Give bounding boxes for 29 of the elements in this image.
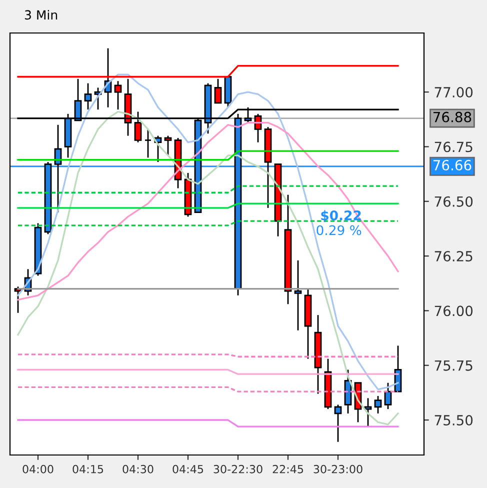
candlestick — [84, 82, 92, 110]
y-tick-label: 77.00 — [434, 87, 473, 98]
annotation: 0.29 % — [316, 225, 362, 236]
y-tick-label: 76.75 — [434, 142, 472, 152]
x-tick-label: 30-23:00 — [314, 464, 362, 474]
ref-line-label: 76.66 — [433, 160, 472, 170]
candlestick — [374, 395, 382, 414]
candlestick — [144, 128, 152, 158]
candlestick — [294, 260, 302, 332]
y-tick-label: 76.00 — [434, 306, 473, 316]
candlestick — [114, 80, 122, 110]
candlestick — [384, 382, 392, 410]
annotation: $0.22 — [321, 210, 361, 222]
candlestick — [364, 397, 372, 428]
x-tick-label: 04:30 — [122, 464, 154, 474]
chart-title: 3 Min — [24, 10, 58, 20]
ref-line-label: 76.88 — [433, 112, 472, 122]
y-tick-label: 75.75 — [434, 360, 472, 371]
x-tick-label: 04:00 — [22, 464, 54, 474]
candlestick — [164, 135, 172, 156]
x-tick-label: 04:45 — [172, 464, 204, 474]
line-series — [17, 110, 399, 426]
x-tick-label: 04:15 — [72, 464, 104, 474]
y-tick-label: 76.25 — [434, 250, 472, 262]
x-tick-label: 30-22:30 — [214, 464, 262, 474]
x-tick-label: 22:45 — [272, 464, 304, 474]
y-tick-label: 76.50 — [434, 196, 473, 207]
y-tick-label: 75.50 — [434, 414, 473, 426]
candlestick — [334, 404, 342, 443]
